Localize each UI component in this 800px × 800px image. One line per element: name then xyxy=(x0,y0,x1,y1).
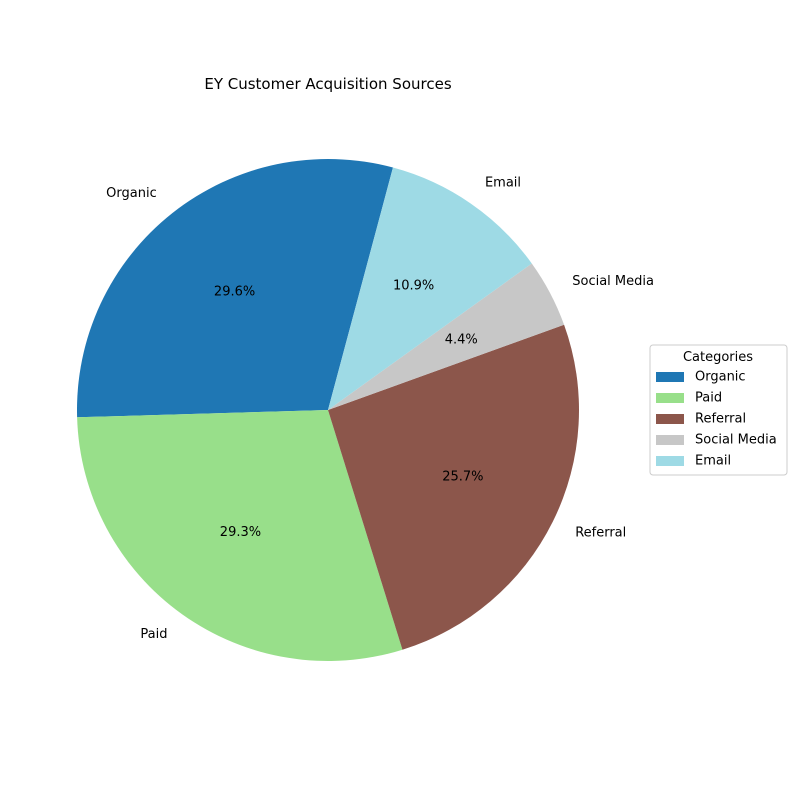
legend-entries: Organic Paid Referral Social Media Email xyxy=(656,370,777,469)
legend: Categories Organic Paid Referral Social Med… xyxy=(649,344,788,476)
legend-entry-label: Organic xyxy=(695,370,746,385)
legend-swatch xyxy=(656,456,684,466)
pie-slice-referral xyxy=(328,324,579,650)
percentage-labels: 29.6% 29.3% 25.7% 4.4% 10.9% xyxy=(214,279,484,540)
legend-entry-label: Paid xyxy=(695,391,722,406)
chart-title: EY Customer Acquisition Sources xyxy=(204,75,451,93)
pie-slices xyxy=(77,158,579,662)
pie-slice-email xyxy=(328,167,532,410)
slice-label: Organic xyxy=(106,186,157,201)
legend-swatch xyxy=(656,393,684,403)
legend-frame xyxy=(649,344,788,476)
percentage-label: 4.4% xyxy=(445,332,478,347)
percentage-label: 29.3% xyxy=(220,525,261,540)
percentage-label: 10.9% xyxy=(393,279,434,294)
pie-slice-organic xyxy=(77,158,393,418)
legend-swatch xyxy=(656,435,684,445)
slice-label: Referral xyxy=(575,525,626,540)
slice-label: Paid xyxy=(140,627,167,642)
pie-slice-social-media xyxy=(328,263,565,410)
percentage-label: 25.7% xyxy=(442,470,483,485)
pie-slice-paid xyxy=(77,410,403,662)
legend-swatch xyxy=(656,414,684,424)
slice-label: Email xyxy=(485,175,521,190)
legend-swatch xyxy=(656,372,684,382)
percentage-label: 29.6% xyxy=(214,284,255,299)
slice-labels: Organic Paid Referral Social Media Email xyxy=(106,175,654,642)
legend-entry-label: Referral xyxy=(695,412,746,427)
legend-entry-label: Email xyxy=(695,454,731,469)
legend-title: Categories xyxy=(683,350,753,365)
legend-entry-label: Social Media xyxy=(695,433,777,448)
slice-label: Social Media xyxy=(572,274,654,289)
